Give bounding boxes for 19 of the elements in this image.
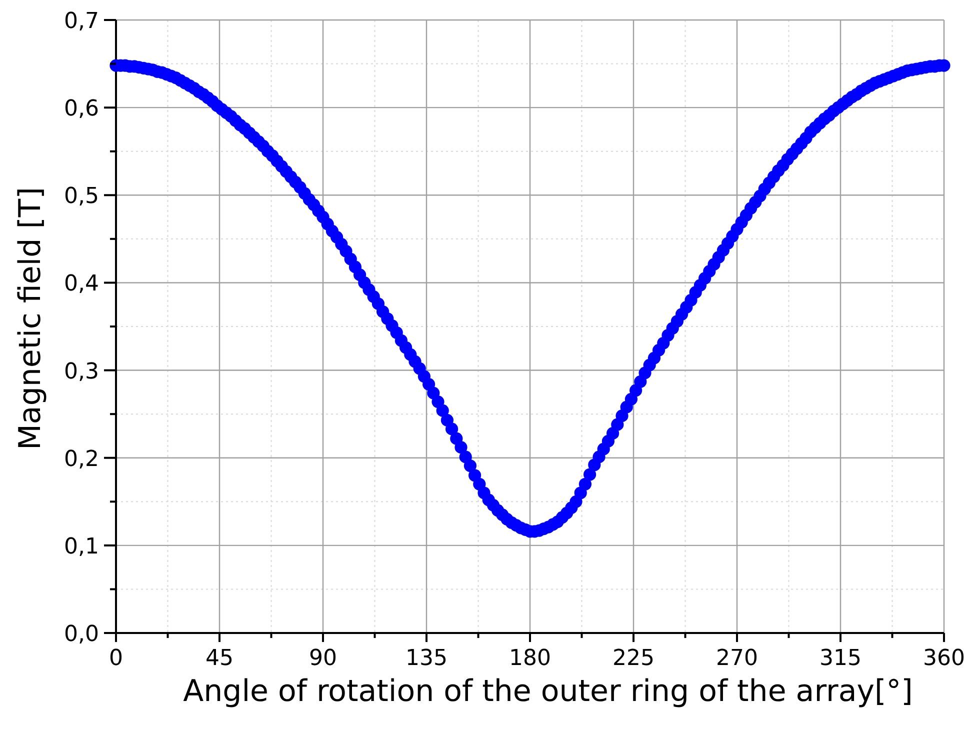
y-tick-label: 0,4 [64, 272, 99, 297]
x-tick-label: 180 [509, 646, 551, 671]
x-tick-label: 360 [923, 646, 965, 671]
y-tick-label: 0,0 [64, 622, 99, 647]
x-tick-label: 270 [716, 646, 758, 671]
x-tick-label: 90 [309, 646, 337, 671]
x-tick-label: 225 [612, 646, 654, 671]
y-tick-label: 0,6 [64, 96, 99, 122]
y-tick-label: 0,5 [64, 184, 99, 210]
y-tick-label: 0,1 [64, 534, 99, 560]
y-tick-label: 0,3 [64, 359, 99, 384]
y-tick-label: 0,2 [64, 446, 99, 472]
x-axis-title: Angle of rotation of the outer ring of the array[°] [183, 674, 913, 709]
y-tick-label: 0,7 [64, 9, 99, 34]
x-tick-label: 45 [206, 646, 234, 671]
x-tick-label: 135 [406, 646, 448, 671]
x-tick-label: 315 [820, 646, 862, 671]
x-tick-label: 0 [109, 646, 123, 671]
y-axis-title: Magnetic field [T] [13, 187, 48, 450]
